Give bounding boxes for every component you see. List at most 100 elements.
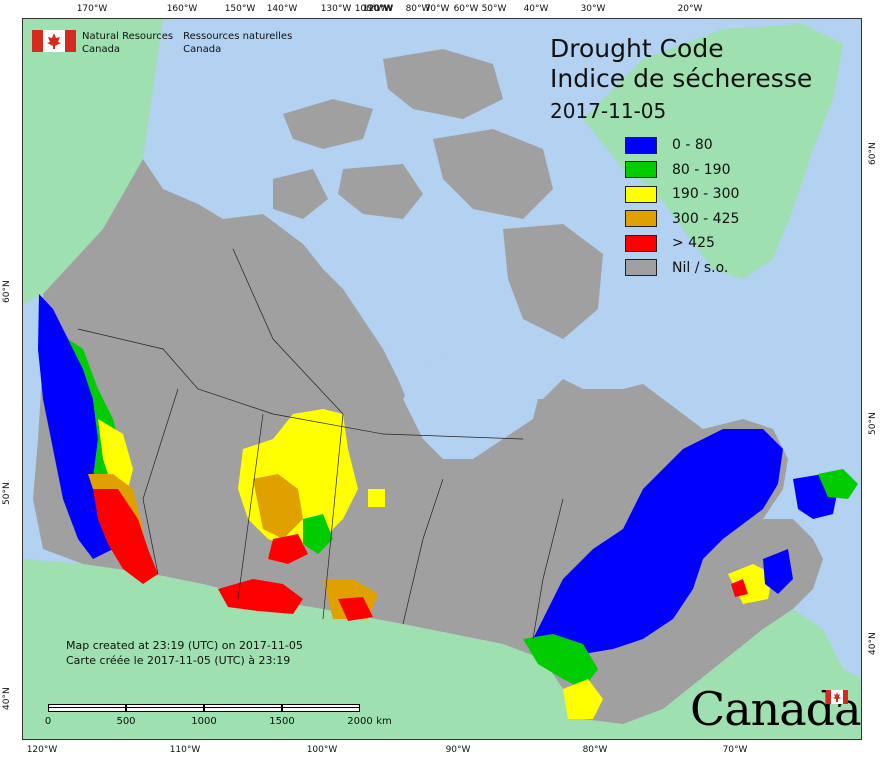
scale-label: 1500 [269,716,295,727]
scale-midline [48,707,360,708]
map-title-en: Drought Code [550,34,724,63]
lon-tick-top: 60°W [453,4,479,14]
agency-en-line1: Natural Resources [82,31,174,42]
lon-tick-bottom: 90°W [445,745,471,755]
lon-tick-bottom: 100°W [306,745,338,755]
canada-flag-icon [32,30,76,52]
legend-item: > 425 [625,231,739,256]
lon-tick-bottom: 120°W [26,745,58,755]
province-boundaries [77,248,564,640]
arctic-island [273,169,328,219]
agency-fr-line1: Ressources naturelles [183,31,293,42]
agency-name-fr: Ressources naturelles Canada [183,30,292,56]
drought-class-gt425-bc [93,489,158,584]
lon-tick-top: 130°W [320,4,352,14]
map-canvas[interactable] [22,18,862,740]
legend-swatch [625,259,657,277]
legend-swatch [625,210,657,228]
scale-unit: km [376,716,392,727]
drought-class-gt425-maritimes [731,579,748,597]
scale-segment [48,704,126,712]
lon-tick-bottom: 110°W [169,745,201,755]
arctic-island [283,99,373,149]
lon-tick-top: 100°W [354,4,386,14]
legend-swatch [625,234,657,252]
map-title-fr: Indice de sécheresse [550,64,813,93]
alaska-islands [23,39,113,129]
legend-item: 190 - 300 [625,182,739,207]
legend-swatch [625,185,657,203]
credit-fr: Carte créée le 2017-11-05 (UTC) à 23:19 [66,654,291,667]
legend-label: 80 - 190 [672,161,731,178]
scale-bar [48,704,360,713]
scale-segment [282,704,360,712]
lon-tick-top: 140°W [266,4,298,14]
lat-tick-right: 60°N [868,142,878,165]
credit-en: Map created at 23:19 (UTC) on 2017-11-05 [66,639,303,652]
lat-tick-left: 50°N [2,482,12,505]
drought-class-300-425-prairies [253,474,303,539]
scale-segment [126,704,204,712]
drought-class-gt425-patch [268,534,308,564]
legend-item: Nil / s.o. [625,256,739,281]
drought-class-0-80-east [533,429,783,654]
lat-tick-left: 60°N [2,280,12,303]
lat-tick-right: 50°N [868,412,878,435]
legend-item: 300 - 425 [625,207,739,232]
scale-label: 0 [44,716,52,727]
lat-tick-right: 40°N [868,632,878,655]
lon-tick-top: 160°W [166,4,198,14]
drought-class-80-190-ontario [523,634,598,689]
map-title-block: Drought Code Indice de sécheresse 2017-1… [550,34,812,126]
arctic-island [338,164,423,219]
map-date: 2017-11-05 [550,99,667,123]
legend-label: 190 - 300 [672,186,740,203]
lon-tick-top: 90°W [367,4,393,14]
lon-tick-top: 170°W [76,4,108,14]
hudson-bay [403,339,543,459]
lon-tick-top: 40°W [523,4,549,14]
drought-class-80-190-prairies [303,514,333,554]
legend-swatch [625,136,657,154]
lon-tick-top: 70°W [424,4,450,14]
map-svg [23,19,861,739]
lon-tick-top: 20°W [677,4,703,14]
drought-class-80-190-newfoundland [818,469,858,499]
scale-label: 2000 [347,716,373,727]
scale-label: 1000 [191,716,217,727]
arctic-island [433,129,553,219]
drought-class-190-300-ontario-west [368,489,385,507]
legend-label: 300 - 425 [672,210,740,227]
arctic-island [503,224,603,339]
lat-tick-left: 40°N [2,687,12,710]
lon-tick-bottom: 80°W [582,745,608,755]
arctic-island [383,49,503,119]
drought-class-190-300-bc [98,419,133,489]
lon-tick-top: 120°W [362,4,394,14]
lon-tick-top: 30°W [580,4,606,14]
agency-name-en: Natural Resources Canada [82,30,173,56]
scale-label: 500 [116,716,136,727]
legend-label: > 425 [672,235,715,252]
scale-segment [204,704,282,712]
greenland [583,24,843,279]
drought-class-gt425-manitoba [338,597,373,621]
legend-item: 80 - 190 [625,158,739,183]
lon-tick-top: 80°W [405,4,431,14]
legend-item: 0 - 80 [625,133,739,158]
lon-tick-bottom: 70°W [722,745,748,755]
lon-tick-top: 50°W [481,4,507,14]
drought-class-0-80-maritimes [763,549,793,594]
wordmark-flag-icon [826,690,848,704]
legend-swatch [625,161,657,179]
agency-fr-line2: Canada [183,44,222,55]
lon-tick-top: 150°W [224,4,256,14]
legend: 0 - 80 80 - 190 190 - 300 300 - 425 > 42… [625,133,739,280]
nrcan-signature: Natural Resources Canada Ressources natu… [32,30,302,56]
agency-en-line2: Canada [82,44,121,55]
legend-label: 0 - 80 [672,137,713,154]
map-credits: Map created at 23:19 (UTC) on 2017-11-05… [66,638,303,668]
drought-class-190-300-ontario [563,679,603,719]
legend-label: Nil / s.o. [672,259,729,276]
